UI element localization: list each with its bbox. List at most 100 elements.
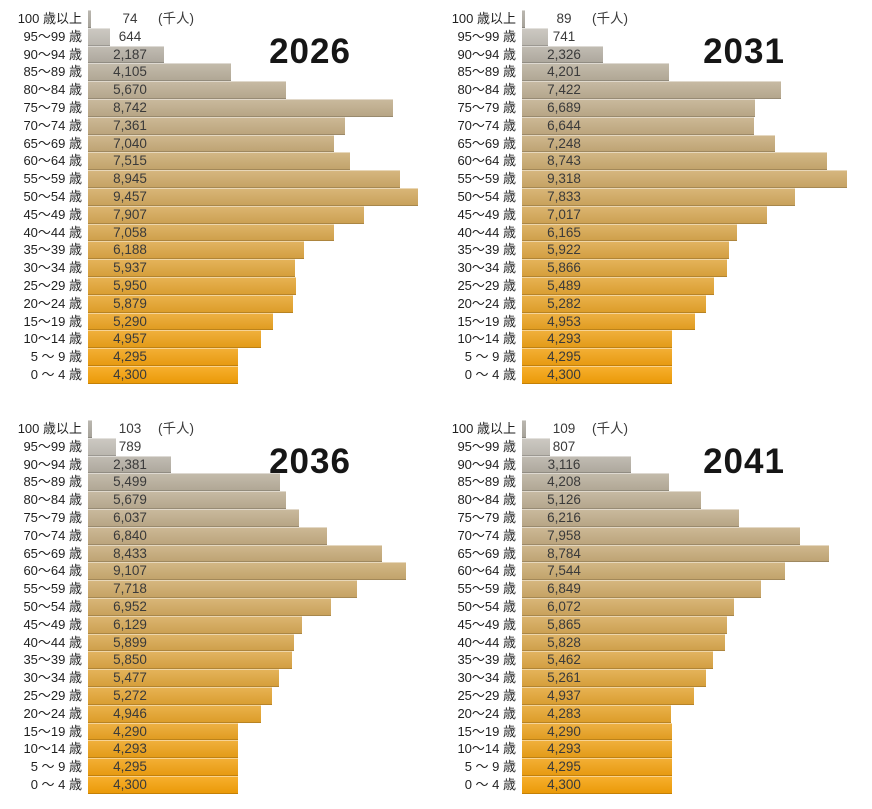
value-label: 9,107 xyxy=(113,563,147,579)
population-bar xyxy=(88,241,304,260)
value-label: 8,742 xyxy=(113,99,147,115)
pyramid-row: 0 〜 4 歳 4,300 xyxy=(434,365,870,384)
pyramid-row: 80〜84 歳 7,422 xyxy=(434,81,870,99)
value-label: 4,293 xyxy=(113,741,147,757)
value-label: 7,248 xyxy=(547,135,581,151)
age-group-label: 85〜89 歳 xyxy=(457,64,516,80)
age-group-label: 40〜44 歳 xyxy=(23,634,82,650)
age-group-label: 60〜64 歳 xyxy=(457,563,516,579)
value-label: 5,828 xyxy=(547,634,581,650)
population-bar xyxy=(88,116,345,135)
population-bar xyxy=(88,348,238,366)
population-bar xyxy=(522,437,550,456)
bar-area: 4,208 xyxy=(522,473,870,492)
pyramid-row: 45〜49 歳 6,129 xyxy=(0,615,436,634)
age-group-label: 100 歳以上 xyxy=(17,421,82,436)
population-bar xyxy=(88,615,302,634)
bar-area: 5,899 xyxy=(88,633,436,652)
population-bar xyxy=(88,134,334,153)
population-bar xyxy=(88,775,238,794)
pyramid-row: 40〜44 歳 5,899 xyxy=(0,633,436,652)
bar-area: 6,849 xyxy=(522,580,870,598)
pyramid-row: 30〜34 歳 5,866 xyxy=(434,259,870,277)
value-label: 5,670 xyxy=(113,82,147,98)
population-bar xyxy=(88,187,418,206)
population-bar xyxy=(88,580,357,598)
bar-area: 7,017 xyxy=(522,205,870,224)
pyramid-row: 50〜54 歳 7,833 xyxy=(434,187,870,206)
population-bar xyxy=(522,722,672,741)
bar-area: 5,866 xyxy=(522,259,870,277)
bar-area: 7,907 xyxy=(88,205,436,224)
bar-area: 4,293 xyxy=(88,740,436,759)
pyramid-row: 50〜54 歳 6,952 xyxy=(0,597,436,616)
value-label: 6,165 xyxy=(547,224,581,240)
value-label: 4,295 xyxy=(547,759,581,775)
pyramid-row: 65〜69 歳 8,784 xyxy=(434,544,870,563)
value-label: 4,937 xyxy=(547,687,581,703)
bar-area: 4,946 xyxy=(88,704,436,723)
bar-area: 4,295 xyxy=(88,758,436,776)
value-label: 4,300 xyxy=(547,776,581,792)
pyramid-row: 75〜79 歳 8,742 xyxy=(0,98,436,117)
value-label: 109 (千人) xyxy=(552,421,628,436)
bar-area: 4,105 xyxy=(88,63,436,82)
population-bar xyxy=(522,223,737,242)
chart-title-2041: 2041 xyxy=(703,442,785,481)
bar-area: 6,216 xyxy=(522,508,870,527)
age-group-label: 85〜89 歳 xyxy=(23,64,82,80)
age-group-label: 0 〜 4 歳 xyxy=(464,776,516,792)
value-label: 4,208 xyxy=(547,474,581,490)
age-group-label: 25〜29 歳 xyxy=(457,687,516,703)
population-bar xyxy=(88,223,334,242)
pyramid-row: 0 〜 4 歳 4,300 xyxy=(434,775,870,794)
population-bar xyxy=(522,758,672,776)
age-group-label: 30〜34 歳 xyxy=(23,260,82,276)
value-label: 5,272 xyxy=(113,687,147,703)
age-group-label: 30〜34 歳 xyxy=(457,670,516,686)
bar-area: 7,058 xyxy=(88,223,436,242)
pyramid-row: 0 〜 4 歳 4,300 xyxy=(0,775,436,794)
age-group-label: 75〜79 歳 xyxy=(457,509,516,525)
population-bar xyxy=(522,704,671,723)
value-label: 8,784 xyxy=(547,545,581,561)
chart-rows-2026: 100 歳以上 74 (千人) 95〜99 歳 644 90〜94 歳 2,187 85〜89… xyxy=(0,10,436,384)
value-label: 2,381 xyxy=(113,456,147,472)
pyramid-row: 25〜29 歳 5,489 xyxy=(434,276,870,295)
value-label: 644 xyxy=(118,28,142,44)
age-group-label: 75〜79 歳 xyxy=(23,509,82,525)
chart-title-2031: 2031 xyxy=(703,32,785,71)
age-group-label: 20〜24 歳 xyxy=(457,295,516,311)
age-group-label: 65〜69 歳 xyxy=(457,545,516,561)
chart-rows-2041: 100 歳以上 109 (千人) 95〜99 歳 807 90〜94 歳 3,116 85〜8… xyxy=(434,420,870,794)
pyramid-row: 35〜39 歳 5,922 xyxy=(434,241,870,260)
population-bar xyxy=(88,597,331,616)
value-label: 4,300 xyxy=(113,776,147,792)
bar-area: 5,489 xyxy=(522,276,870,295)
pyramid-row: 60〜64 歳 7,544 xyxy=(434,562,870,581)
value-label: 7,058 xyxy=(113,224,147,240)
value-label: 6,188 xyxy=(113,242,147,258)
population-bar xyxy=(522,669,706,687)
pyramid-row: 10〜14 歳 4,293 xyxy=(0,740,436,759)
bar-area: 5,670 xyxy=(88,81,436,99)
age-group-label: 70〜74 歳 xyxy=(23,527,82,543)
population-bar xyxy=(522,651,713,670)
age-group-label: 35〜39 歳 xyxy=(457,242,516,258)
population-bar xyxy=(88,98,393,117)
value-label: 807 xyxy=(552,438,576,454)
bar-area: 8,433 xyxy=(88,544,436,563)
pyramid-row: 90〜94 歳 2,187 xyxy=(0,45,436,64)
pyramid-row: 25〜29 歳 5,950 xyxy=(0,276,436,295)
bar-area: 4,290 xyxy=(88,722,436,741)
pyramid-row: 35〜39 歳 5,850 xyxy=(0,651,436,670)
age-group-label: 85〜89 歳 xyxy=(23,474,82,490)
age-group-label: 75〜79 歳 xyxy=(23,99,82,115)
age-group-label: 50〜54 歳 xyxy=(457,598,516,614)
bar-area: 6,072 xyxy=(522,597,870,616)
age-group-label: 70〜74 歳 xyxy=(457,527,516,543)
value-label: 6,644 xyxy=(547,117,581,133)
bar-area: 5,477 xyxy=(88,669,436,687)
bar-area: 644 xyxy=(88,27,436,46)
value-label: 741 xyxy=(552,28,576,44)
